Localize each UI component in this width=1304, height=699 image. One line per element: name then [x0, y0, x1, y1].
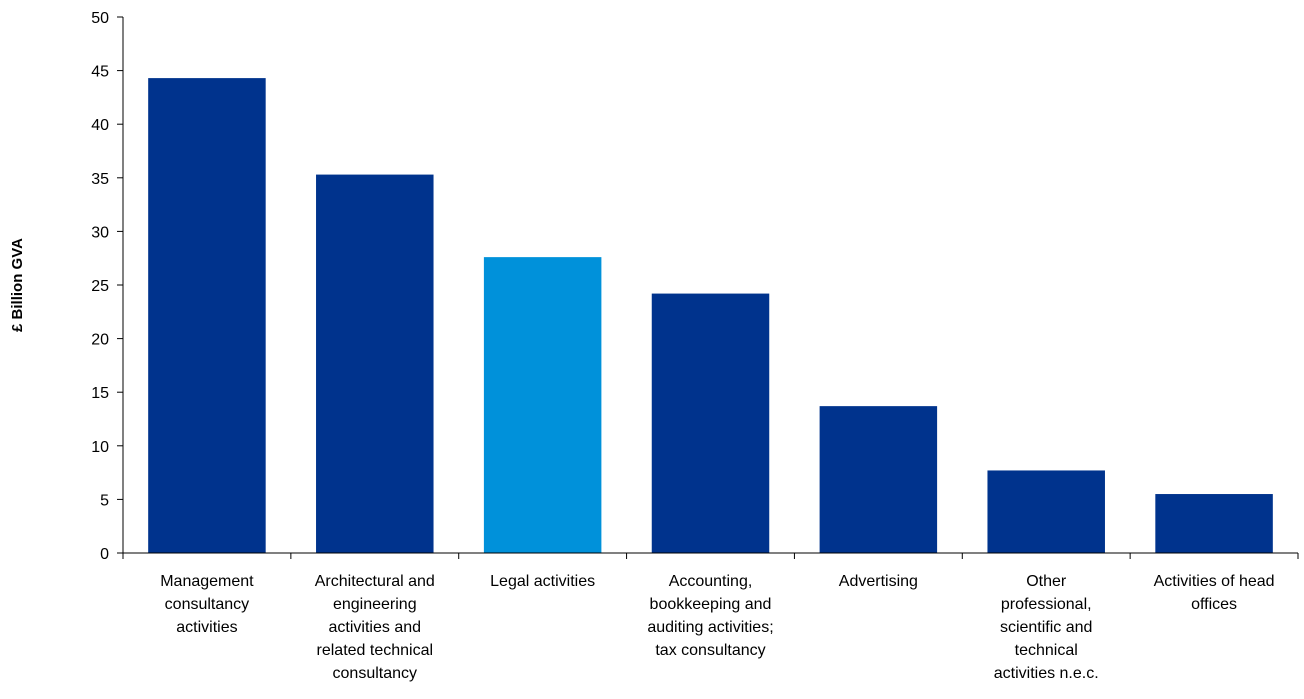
x-tick-label: Legal activities — [490, 573, 595, 590]
bar — [148, 78, 266, 553]
y-tick-label: 45 — [91, 64, 109, 81]
x-tick-label: Advertising — [839, 573, 918, 590]
x-tick-label: Architectural and engineering activities a… — [315, 573, 435, 682]
bar — [987, 470, 1105, 553]
y-axis-title: £ Billion GVA — [9, 238, 26, 332]
y-tick-label: 10 — [91, 439, 109, 456]
y-axis-ticks: 0 5 10 15 20 25 30 35 40 45 50 — [91, 10, 123, 563]
x-tick-label-line: engineering — [333, 596, 417, 613]
x-tick-label-line: Architectural and — [315, 573, 435, 590]
x-tick-label-line: auditing activities; — [647, 619, 773, 636]
y-tick-label: 35 — [91, 171, 109, 188]
y-tick-label: 20 — [91, 332, 109, 349]
x-tick-label-line: consultancy — [165, 596, 250, 613]
x-tick-label-line: consultancy — [333, 665, 418, 682]
x-tick-label: Management consultancy activities — [160, 573, 254, 636]
bar — [819, 406, 938, 553]
bar — [1155, 494, 1273, 553]
x-tick-label-line: Advertising — [839, 573, 918, 590]
y-tick-label: 5 — [100, 492, 109, 509]
y-tick-label: 0 — [100, 546, 109, 563]
bar — [651, 293, 770, 553]
y-tick-label: 40 — [91, 117, 109, 134]
x-tick-label-line: Activities of head — [1154, 573, 1275, 590]
x-tick-label-line: Legal activities — [490, 573, 595, 590]
bars — [148, 78, 1273, 554]
x-tick-label-line: related technical — [317, 642, 434, 659]
x-tick-label-line: professional, — [1001, 596, 1092, 613]
x-tick-label-line: Other — [1026, 573, 1067, 590]
y-tick-label: 50 — [91, 10, 109, 27]
x-tick-label-line: activities n.e.c. — [994, 665, 1099, 682]
y-tick-label: 15 — [91, 385, 109, 402]
x-tick-label-line: bookkeeping and — [650, 596, 772, 613]
x-tick-label-line: Management — [160, 573, 254, 590]
y-tick-label: 25 — [91, 278, 109, 295]
x-axis-labels: Management consultancy activities Architect… — [122, 553, 1299, 682]
x-tick-label: Other professional, scientific and technica… — [994, 573, 1099, 682]
x-tick-label-line: activities and — [329, 619, 422, 636]
x-tick-label-line: Accounting, — [669, 573, 753, 590]
x-tick-label: Accounting, bookkeeping and auditing activ… — [647, 573, 773, 659]
x-tick-label: Activities of head offices — [1154, 573, 1275, 613]
x-tick-label-line: technical — [1015, 642, 1078, 659]
x-tick-label-line: offices — [1191, 596, 1237, 613]
x-tick-label-line: tax consultancy — [655, 642, 765, 659]
bar — [483, 257, 602, 553]
bar — [316, 174, 434, 554]
x-tick-label-line: activities — [176, 619, 237, 636]
x-tick-label-line: scientific and — [1000, 619, 1093, 636]
y-tick-label: 30 — [91, 224, 109, 241]
